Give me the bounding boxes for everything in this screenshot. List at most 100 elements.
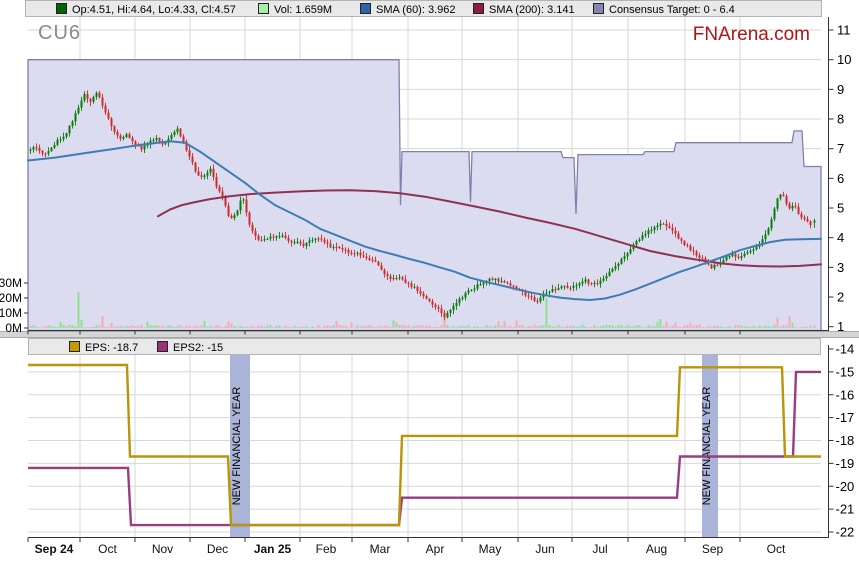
candle-body bbox=[83, 93, 86, 101]
volume-bar bbox=[326, 325, 329, 328]
volume-bar bbox=[605, 325, 608, 328]
candle-body bbox=[398, 277, 401, 279]
volume-tick-label: 20M bbox=[0, 291, 22, 305]
volume-bar bbox=[776, 317, 779, 328]
candle-body bbox=[662, 223, 665, 225]
candle-body bbox=[578, 283, 581, 286]
candle-body bbox=[374, 260, 377, 262]
volume-bar bbox=[353, 327, 356, 328]
volume-bar bbox=[71, 325, 74, 328]
volume-bar bbox=[116, 326, 119, 328]
volume-bar bbox=[209, 325, 212, 328]
candle-body bbox=[359, 252, 362, 256]
volume-bar bbox=[272, 326, 275, 328]
candle-body bbox=[101, 97, 104, 106]
volume-bar bbox=[707, 325, 710, 328]
candle-body bbox=[248, 212, 251, 225]
candle-body bbox=[422, 293, 425, 296]
legend-item-eps: EPS: -18.7 bbox=[69, 341, 138, 354]
candle-body bbox=[353, 253, 356, 255]
candle-body bbox=[515, 286, 518, 290]
volume-bar bbox=[38, 327, 41, 328]
volume-bar bbox=[515, 320, 518, 328]
candle-body bbox=[701, 258, 704, 260]
volume-bar bbox=[428, 325, 431, 328]
volume-bar bbox=[59, 322, 62, 328]
sma60-line bbox=[27, 140, 822, 301]
volume-bar bbox=[632, 326, 635, 328]
candle-body bbox=[668, 226, 671, 229]
volume-bar bbox=[635, 325, 638, 328]
volume-bar bbox=[242, 326, 245, 328]
candle-body bbox=[134, 141, 137, 146]
month-label: Jun bbox=[535, 542, 554, 556]
candle-body bbox=[503, 281, 506, 283]
candle-body bbox=[419, 291, 422, 294]
sma60-swatch bbox=[360, 3, 371, 14]
candle-body bbox=[440, 308, 443, 314]
volume-bar bbox=[521, 324, 524, 328]
nfy-band bbox=[702, 355, 718, 537]
volume-bar bbox=[275, 325, 278, 328]
candle-body bbox=[527, 295, 530, 297]
ohlc-swatch bbox=[56, 3, 67, 14]
volume-bar bbox=[80, 319, 83, 328]
volume-bar bbox=[590, 327, 593, 328]
volume-bar bbox=[131, 325, 134, 328]
candle-body bbox=[74, 113, 77, 122]
candle-body bbox=[458, 298, 461, 303]
candle-body bbox=[245, 199, 248, 213]
volume-bar bbox=[239, 325, 242, 328]
candle-body bbox=[230, 216, 233, 219]
candle-body bbox=[290, 240, 293, 243]
volume-bar bbox=[395, 322, 398, 328]
sma200-line bbox=[157, 189, 822, 268]
volume-bar bbox=[671, 325, 674, 328]
candle-body bbox=[560, 286, 563, 289]
candle-body bbox=[203, 175, 206, 177]
volume-bar bbox=[674, 322, 677, 328]
volume-bar bbox=[263, 326, 266, 328]
volume-bar bbox=[539, 325, 542, 328]
candle-body bbox=[260, 239, 263, 241]
fnarena-watermark: FNArena.com bbox=[692, 24, 810, 45]
volume-bar bbox=[455, 327, 458, 328]
eps-legend-label: EPS: -18.7 bbox=[85, 342, 139, 354]
consensus-target-band bbox=[27, 59, 822, 332]
nfy-bands: NEW FINANCIAL YEAR NEW FINANCIAL YEAR bbox=[230, 355, 718, 537]
candle-body bbox=[143, 145, 146, 150]
volume-bar bbox=[293, 325, 296, 328]
volume-bar bbox=[413, 326, 416, 328]
candle-body bbox=[140, 145, 143, 150]
volume-bar bbox=[611, 325, 614, 328]
volume-bar bbox=[557, 324, 560, 328]
candle-body bbox=[299, 241, 302, 244]
month-label: Aug bbox=[646, 542, 667, 556]
candle-body bbox=[557, 288, 560, 290]
volume-bar bbox=[194, 325, 197, 328]
volume-bar bbox=[560, 326, 563, 328]
eps-legend-bar: EPS: -18.7 EPS2: -15 bbox=[28, 338, 821, 355]
volume-bar bbox=[383, 325, 386, 328]
candle-body bbox=[551, 288, 554, 292]
volume-bar bbox=[578, 326, 581, 328]
candle-body bbox=[65, 133, 68, 137]
candle-body bbox=[200, 175, 203, 177]
candle-body bbox=[749, 250, 752, 253]
candle-body bbox=[779, 194, 782, 199]
candle-body bbox=[428, 298, 431, 302]
sma60-legend-label: SMA (60): 3.962 bbox=[376, 4, 456, 16]
volume-bar bbox=[542, 325, 545, 328]
volume-bar bbox=[182, 327, 185, 328]
consensus-target-area bbox=[27, 59, 822, 332]
candle-body bbox=[437, 306, 440, 309]
candle-body bbox=[413, 286, 416, 288]
volume-bar bbox=[281, 327, 284, 328]
volume-bar bbox=[485, 325, 488, 328]
volume-bar bbox=[134, 326, 137, 328]
legend-item-eps2: EPS2: -15 bbox=[157, 341, 223, 354]
volume-bar bbox=[344, 325, 347, 328]
eps-tick-label: -14 bbox=[836, 342, 855, 357]
volume-bar bbox=[83, 327, 86, 328]
volume-bar bbox=[41, 327, 44, 328]
